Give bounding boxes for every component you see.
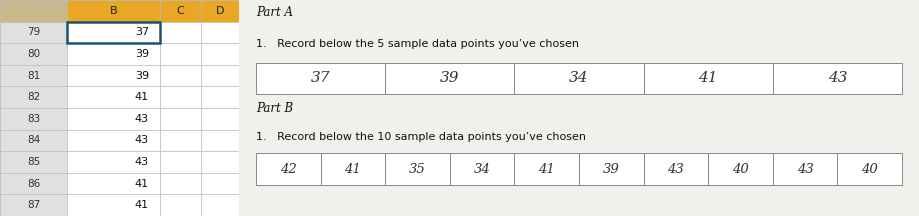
Bar [709,153,773,185]
Bar [200,43,239,65]
Bar [200,151,239,173]
Text: 37: 37 [311,71,330,85]
Text: 43: 43 [828,71,847,85]
Bar [160,65,200,86]
Text: 79: 79 [27,27,40,37]
Text: 40: 40 [861,162,878,176]
Bar [67,130,160,151]
Bar [200,130,239,151]
Text: 84: 84 [27,135,40,145]
Bar [160,22,200,43]
Bar [67,43,160,65]
Bar [160,194,200,216]
Bar [579,153,643,185]
Text: 82: 82 [27,92,40,102]
Text: 43: 43 [667,162,685,176]
Text: 37: 37 [135,27,149,37]
Bar [67,22,160,43]
Text: 35: 35 [409,162,425,176]
Bar [67,86,160,108]
Text: 40: 40 [732,162,749,176]
Bar [255,63,385,94]
Text: C: C [176,6,185,16]
Text: 42: 42 [280,162,297,176]
Text: 43: 43 [135,157,149,167]
Text: 34: 34 [473,162,491,176]
Bar [0,43,67,65]
Bar [0,173,67,194]
Text: Part A: Part A [255,6,293,19]
Text: 39: 39 [135,49,149,59]
Bar [160,43,200,65]
Bar [200,22,239,43]
Bar [773,63,902,94]
Bar [200,0,239,22]
Bar [837,153,902,185]
Text: 39: 39 [603,162,619,176]
Bar [643,63,773,94]
Text: 39: 39 [135,71,149,81]
Text: 41: 41 [135,92,149,102]
Text: 43: 43 [797,162,813,176]
Text: 86: 86 [27,179,40,189]
Bar [160,173,200,194]
Bar [0,65,67,86]
Bar [67,194,160,216]
Bar [160,130,200,151]
Text: 1.   Record below the 5 sample data points you’ve chosen: 1. Record below the 5 sample data points… [255,39,579,49]
Bar [385,63,515,94]
Text: 85: 85 [27,157,40,167]
Bar [67,0,160,22]
Text: B: B [109,6,118,16]
Text: 39: 39 [440,71,460,85]
Text: 41: 41 [698,71,718,85]
Text: 80: 80 [27,49,40,59]
Bar [67,151,160,173]
Bar [0,22,67,43]
Bar [67,108,160,130]
Text: 43: 43 [135,135,149,145]
Text: 81: 81 [27,71,40,81]
Text: D: D [216,6,224,16]
Bar [160,86,200,108]
Bar [200,108,239,130]
Text: 1.   Record below the 10 sample data points you’ve chosen: 1. Record below the 10 sample data point… [255,132,586,142]
Bar [67,173,160,194]
Bar [515,63,643,94]
Bar [643,153,709,185]
Bar [321,153,385,185]
Text: 83: 83 [27,114,40,124]
Bar [0,0,67,22]
Bar [200,86,239,108]
Bar [0,194,67,216]
Bar [67,65,160,86]
Bar [160,0,200,22]
Bar [255,153,321,185]
Bar [385,153,449,185]
Text: 41: 41 [539,162,555,176]
Bar [67,22,160,43]
Text: 41: 41 [135,200,149,210]
Bar [200,173,239,194]
Text: 87: 87 [27,200,40,210]
Text: Part B: Part B [255,102,293,114]
Text: 34: 34 [569,71,589,85]
Bar [0,108,67,130]
Text: 43: 43 [135,114,149,124]
Bar [773,153,837,185]
Text: 41: 41 [345,162,361,176]
Bar [200,65,239,86]
Bar [0,86,67,108]
Text: 41: 41 [135,179,149,189]
Bar [0,151,67,173]
Bar [515,153,579,185]
Bar [449,153,515,185]
Bar [160,108,200,130]
Bar [160,151,200,173]
Bar [0,130,67,151]
Bar [200,194,239,216]
